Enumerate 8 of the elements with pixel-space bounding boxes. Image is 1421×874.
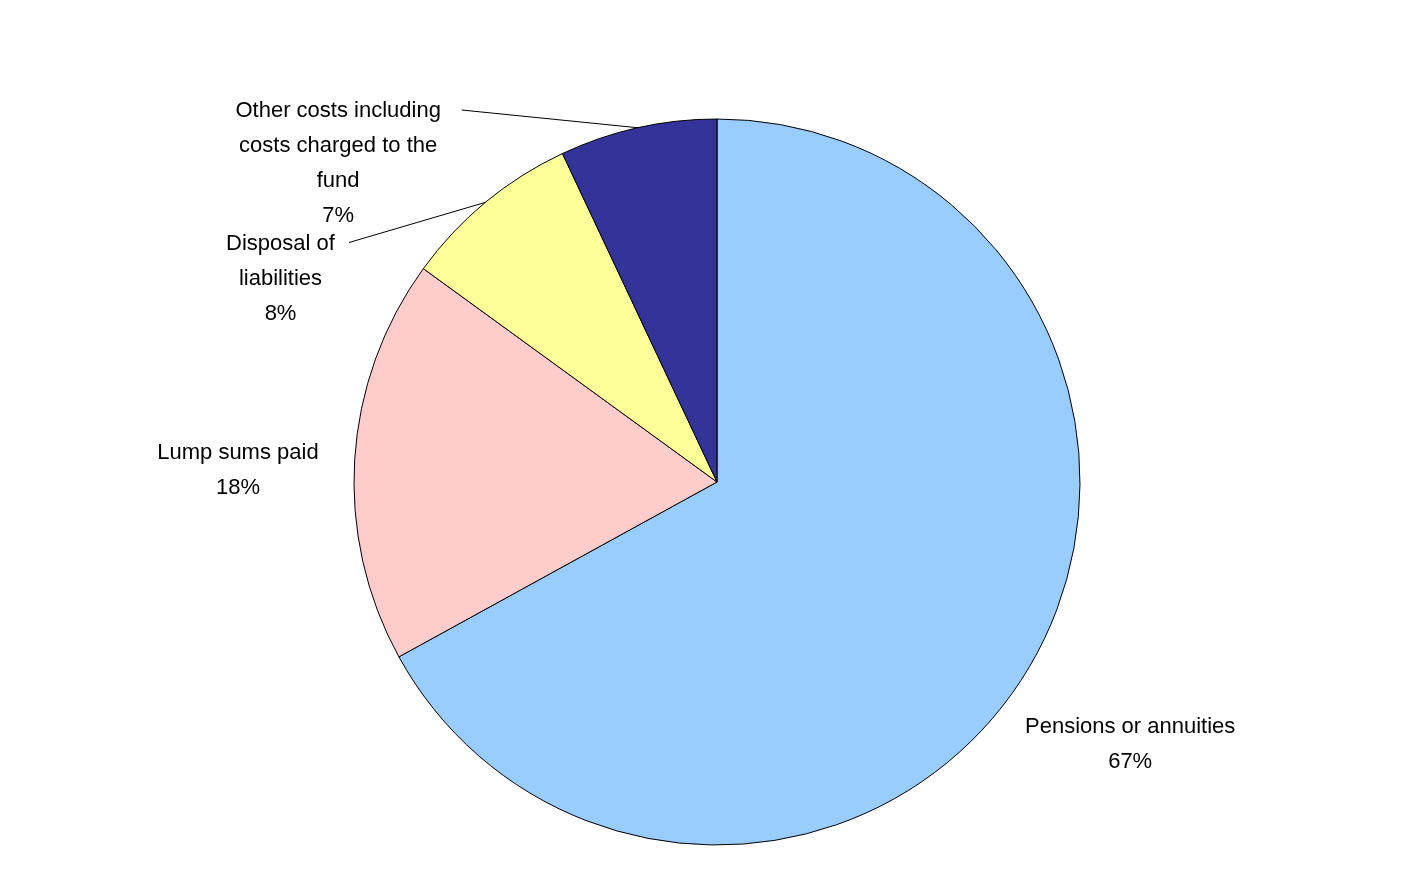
- data-label: 67%: [1108, 748, 1153, 774]
- slice-label: Pensions or annuities: [1024, 713, 1236, 739]
- data-label: 7%: [322, 202, 355, 227]
- slice-label: Lump sums paid: [157, 438, 319, 464]
- data-label: 18%: [215, 473, 260, 499]
- slice-label: Other costs including costs charged to the fund: [235, 97, 441, 192]
- slice-label: Disposal of liabilities: [226, 229, 336, 290]
- data-label: 8%: [264, 299, 297, 325]
